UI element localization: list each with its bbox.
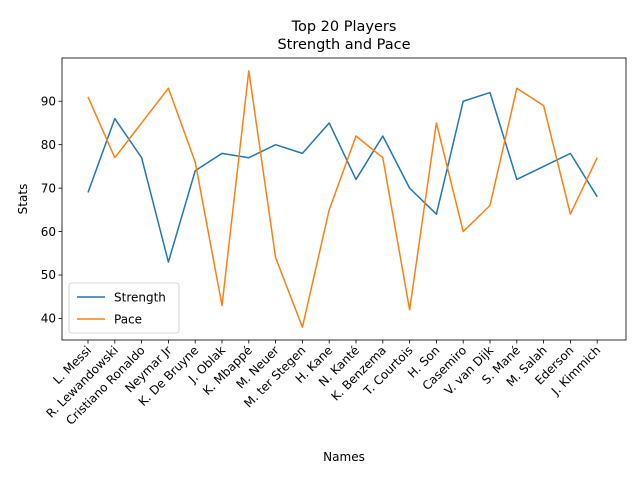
chart-title: Top 20 Players bbox=[291, 19, 397, 35]
y-tick-label: 70 bbox=[41, 181, 56, 195]
y-axis-label: Stats bbox=[16, 184, 30, 215]
y-tick-label: 60 bbox=[41, 225, 56, 239]
chart-title-group: Top 20 Players Strength and Pace bbox=[277, 19, 410, 53]
chart-subtitle: Strength and Pace bbox=[277, 37, 410, 53]
x-axis-label: Names bbox=[323, 450, 365, 464]
legend: Strength Pace bbox=[69, 283, 179, 333]
y-tick-label: 50 bbox=[41, 268, 56, 282]
legend-label-pace: Pace bbox=[114, 312, 142, 326]
y-tick-label: 40 bbox=[41, 312, 56, 326]
y-tick-label: 90 bbox=[41, 94, 56, 108]
legend-label-strength: Strength bbox=[114, 290, 166, 304]
y-tick-label: 80 bbox=[41, 138, 56, 152]
series-line-strength bbox=[88, 93, 597, 262]
